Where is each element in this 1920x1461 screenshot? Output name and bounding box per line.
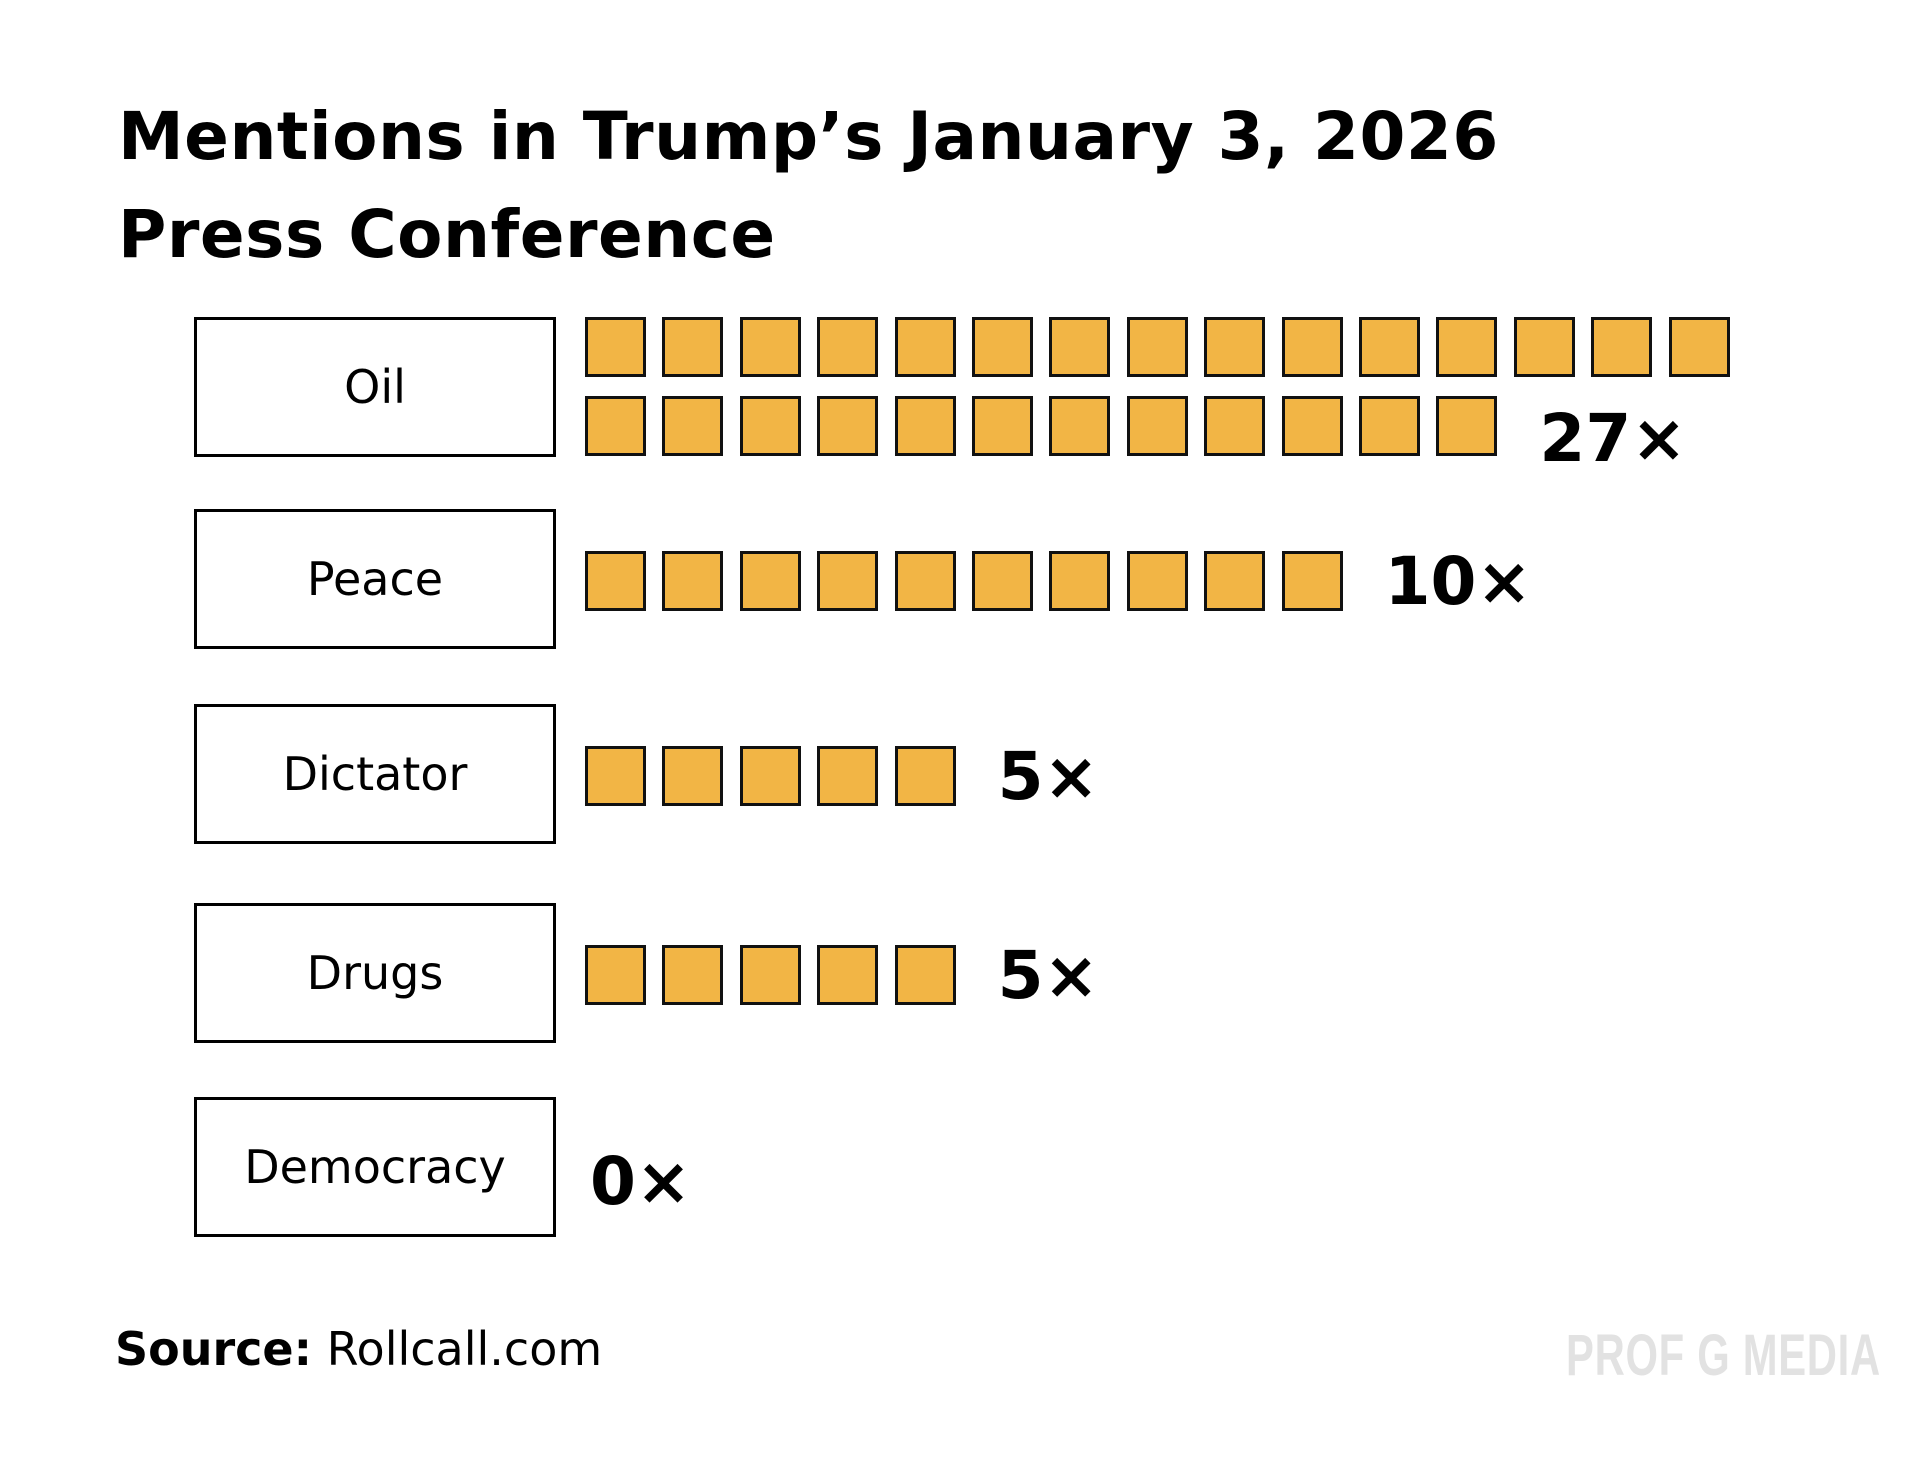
mention-square [817, 317, 879, 377]
mention-square [817, 396, 879, 456]
category-label-drugs: Drugs [194, 903, 556, 1043]
category-label-dictator: Dictator [194, 704, 556, 844]
mention-square [739, 317, 801, 377]
count-label-dictator: 5× [997, 737, 1099, 815]
mention-square [662, 396, 724, 456]
mention-square [662, 745, 724, 806]
source-value: Rollcall.com [312, 1322, 603, 1376]
mention-square [662, 317, 724, 377]
mention-square [1126, 396, 1188, 456]
mention-square [1281, 550, 1343, 611]
mention-square [894, 944, 956, 1005]
mention-square [739, 745, 801, 806]
count-label-drugs: 5× [997, 936, 1099, 1014]
mention-square [817, 944, 879, 1005]
mention-square [1049, 550, 1111, 611]
mention-square [1049, 396, 1111, 456]
mention-square [894, 396, 956, 456]
mention-square [585, 944, 646, 1005]
category-label-democracy: Democracy [194, 1097, 556, 1237]
mention-square [1281, 396, 1343, 456]
mention-square [739, 396, 801, 456]
mention-square [894, 317, 956, 377]
mention-square [894, 550, 956, 611]
chart-title: Mentions in Trump’s January 3, 2026 Pres… [118, 88, 1499, 284]
mention-square [817, 745, 879, 806]
category-label-oil: Oil [194, 317, 556, 457]
mention-square [972, 550, 1033, 611]
mention-square [739, 550, 801, 611]
brand-logo: PROF G MEDIA [1566, 1323, 1881, 1388]
mention-square [739, 944, 801, 1005]
category-label-peace: Peace [194, 509, 556, 649]
mention-square [1126, 317, 1188, 377]
source-label: Source: [115, 1322, 313, 1376]
mention-square [662, 944, 724, 1005]
mention-square [894, 745, 956, 806]
count-label-peace: 10× [1384, 542, 1532, 620]
mention-square [662, 550, 724, 611]
count-label-democracy: 0× [590, 1143, 692, 1220]
mention-square [1204, 317, 1266, 377]
mention-square [1359, 317, 1420, 377]
mention-square [1049, 317, 1111, 377]
mention-square [585, 745, 646, 806]
mention-square [585, 550, 646, 611]
mention-square [585, 317, 646, 377]
mention-square [1668, 317, 1730, 377]
mention-square [1513, 317, 1575, 377]
mention-square [817, 550, 879, 611]
chart-title-line-2: Press Conference [118, 196, 776, 273]
mention-square [1126, 550, 1188, 611]
mention-square [972, 317, 1033, 377]
mention-square [1281, 317, 1343, 377]
mention-square [1436, 396, 1498, 456]
mention-square [1591, 317, 1653, 377]
chart-title-line-1: Mentions in Trump’s January 3, 2026 [118, 98, 1499, 175]
count-label-oil: 27× [1539, 400, 1687, 477]
mention-square [1436, 317, 1498, 377]
mention-square [1204, 396, 1266, 456]
source-note: Source: Rollcall.com [115, 1322, 602, 1376]
mention-square [585, 396, 646, 456]
mention-square [972, 396, 1033, 456]
mention-square [1204, 550, 1266, 611]
mention-square [1359, 396, 1420, 456]
